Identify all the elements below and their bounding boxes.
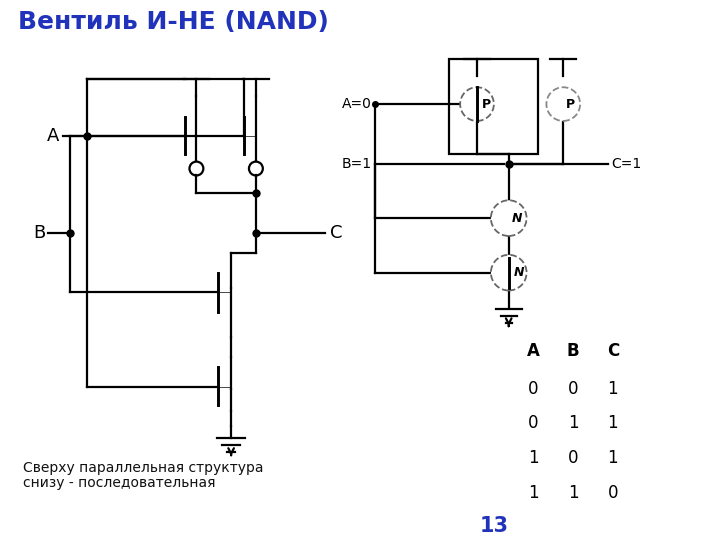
Text: 13: 13 <box>480 516 508 536</box>
Text: C: C <box>330 224 343 242</box>
Text: 0: 0 <box>608 484 618 502</box>
Text: P: P <box>482 98 491 111</box>
Text: B=1: B=1 <box>342 157 372 171</box>
Text: A: A <box>527 342 540 360</box>
Circle shape <box>491 200 526 236</box>
Text: 1: 1 <box>568 414 578 433</box>
Text: B: B <box>33 224 45 242</box>
Text: 1: 1 <box>528 484 539 502</box>
Text: N: N <box>512 212 522 225</box>
Text: 1: 1 <box>608 380 618 398</box>
Circle shape <box>546 87 580 121</box>
Text: Сверху параллельная структура: Сверху параллельная структура <box>23 461 264 475</box>
Text: 1: 1 <box>568 484 578 502</box>
Text: снизу - последовательная: снизу - последовательная <box>23 476 215 490</box>
Bar <box>449 59 539 154</box>
Circle shape <box>491 255 526 291</box>
Text: Вентиль И-НЕ (NAND): Вентиль И-НЕ (NAND) <box>18 10 329 34</box>
Text: 1: 1 <box>608 449 618 467</box>
Text: 1: 1 <box>528 449 539 467</box>
Text: 0: 0 <box>568 380 578 398</box>
Text: 0: 0 <box>528 380 539 398</box>
Text: B: B <box>567 342 580 360</box>
Text: 0: 0 <box>528 414 539 433</box>
Text: C: C <box>607 342 619 360</box>
Text: 0: 0 <box>568 449 578 467</box>
Text: A: A <box>48 127 60 145</box>
Text: N: N <box>513 266 524 279</box>
Text: A=0: A=0 <box>342 97 372 111</box>
Text: C=1: C=1 <box>611 157 641 171</box>
Circle shape <box>460 87 494 121</box>
Text: 1: 1 <box>608 414 618 433</box>
Text: P: P <box>566 98 575 111</box>
